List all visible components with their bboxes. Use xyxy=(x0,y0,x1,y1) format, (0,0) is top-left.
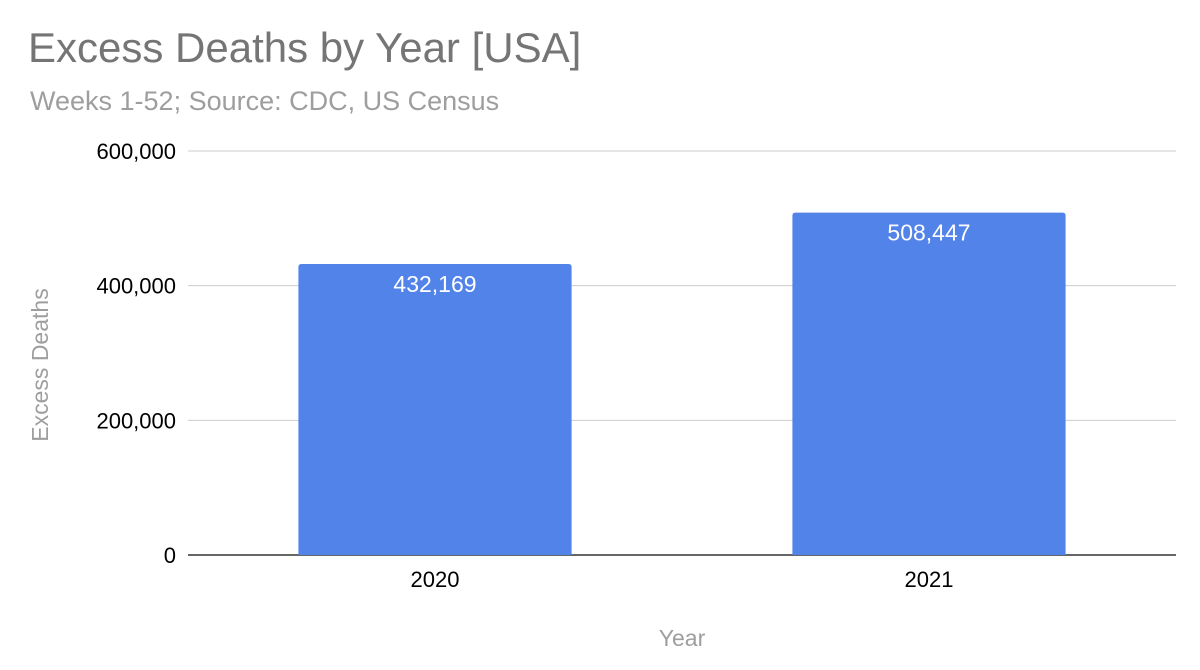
x-tick-label-2021: 2021 xyxy=(905,567,954,592)
y-tick-label: 600,000 xyxy=(96,139,176,164)
y-axis-title: Excess Deaths xyxy=(27,288,53,441)
x-tick-label-2020: 2020 xyxy=(411,567,460,592)
y-tick-label: 400,000 xyxy=(96,274,176,299)
y-tick-label: 200,000 xyxy=(96,408,176,433)
chart-subtitle: Weeks 1-52; Source: CDC, US Census xyxy=(30,86,500,116)
y-tick-label: 0 xyxy=(164,543,176,568)
chart-title: Excess Deaths by Year [USA] xyxy=(28,24,582,71)
bar-2021 xyxy=(792,212,1066,555)
data-label-2021: 508,447 xyxy=(887,220,970,246)
bar-2020 xyxy=(298,264,572,555)
x-axis-title: Year xyxy=(659,625,706,651)
data-label-2020: 432,169 xyxy=(393,271,476,297)
